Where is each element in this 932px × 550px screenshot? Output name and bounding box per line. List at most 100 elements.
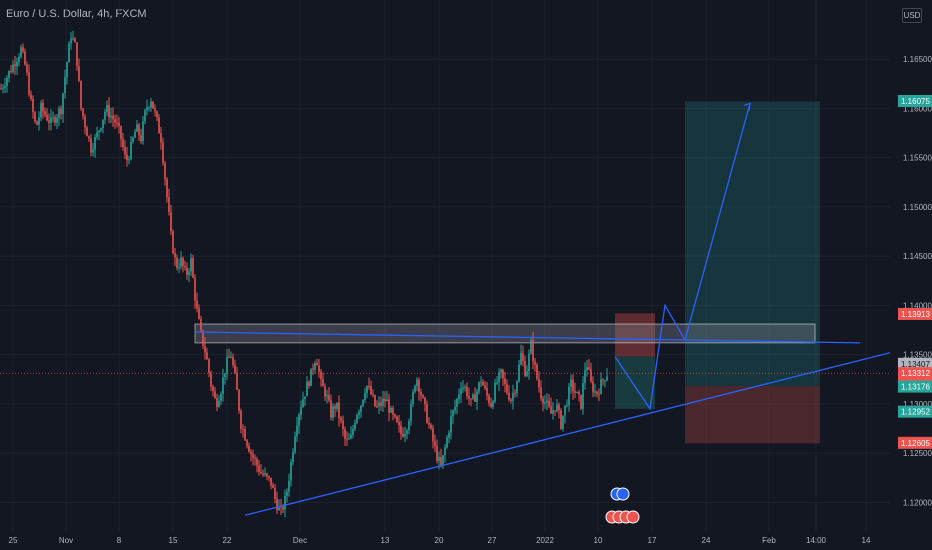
candle-body <box>222 377 224 395</box>
candle-body <box>522 352 524 362</box>
candle-body <box>26 64 28 73</box>
candle-body <box>398 422 400 426</box>
candle-body <box>434 441 436 447</box>
candle-body <box>18 56 20 62</box>
candle-body <box>190 258 192 272</box>
candle-body <box>20 47 22 57</box>
candle-body <box>108 105 110 118</box>
candle-body <box>2 87 4 89</box>
candle-body <box>338 402 340 418</box>
candle-body <box>266 473 268 477</box>
candle-body <box>336 402 338 409</box>
candle-body <box>34 112 36 122</box>
candle-body <box>596 391 598 394</box>
candle-body <box>542 398 544 404</box>
candle-body <box>454 406 456 411</box>
candle-body <box>316 363 318 366</box>
candle-body <box>142 121 144 142</box>
candle-body <box>242 428 244 430</box>
candle-body <box>22 47 24 52</box>
candle-body <box>184 265 186 268</box>
candle-body <box>14 64 16 67</box>
candle-body <box>30 94 32 99</box>
candle-body <box>274 487 276 499</box>
candle-body <box>410 404 412 422</box>
candle-body <box>534 361 536 365</box>
candle-body <box>498 372 500 383</box>
candle-body <box>360 405 362 412</box>
candle-body <box>604 380 606 382</box>
candle-body <box>120 126 122 139</box>
candle-body <box>92 149 94 153</box>
candle-body <box>160 133 162 143</box>
candle-body <box>262 473 264 475</box>
candle-body <box>330 400 332 418</box>
candle-body <box>214 391 216 399</box>
candle-body <box>208 359 210 373</box>
candle-body <box>318 365 320 372</box>
resistance-line <box>194 331 861 344</box>
candle-body <box>570 379 572 387</box>
candle-body <box>66 62 68 78</box>
candle-body <box>50 117 52 123</box>
candle-body <box>366 386 368 393</box>
candle-body <box>536 364 538 379</box>
candle-body <box>368 386 370 388</box>
small-stop-zone <box>615 313 655 357</box>
candle-body <box>356 414 358 423</box>
x-tick-label: 15 <box>169 536 178 545</box>
candle-body <box>82 108 84 117</box>
candle-body <box>248 445 250 452</box>
x-tick-label: Feb <box>762 536 776 545</box>
candle-body <box>344 429 346 439</box>
candle-body <box>380 402 382 406</box>
candle-body <box>564 405 566 416</box>
candle-body <box>290 461 292 481</box>
candle-body <box>192 258 194 278</box>
candle-body <box>32 98 34 113</box>
candle-body <box>500 369 502 373</box>
candle-body <box>424 397 426 405</box>
candle-body <box>374 395 376 407</box>
candle-body <box>118 122 120 127</box>
candle-body <box>474 394 476 402</box>
currency-badge[interactable]: USD <box>902 8 922 23</box>
candle-body <box>256 459 258 466</box>
x-tick-label: 2022 <box>536 536 554 545</box>
candle-body <box>216 398 218 407</box>
candle-body <box>122 138 124 148</box>
price-label-bg <box>898 405 932 418</box>
x-tick-label: 10 <box>594 536 603 545</box>
candle-body <box>428 422 430 425</box>
stop-zone <box>685 386 820 444</box>
candle-body <box>4 85 6 88</box>
candle-body <box>86 127 88 137</box>
candle-body <box>582 382 584 409</box>
candle-body <box>138 124 140 136</box>
candle-body <box>562 415 564 429</box>
y-tick-label: 1.14500 <box>903 252 932 261</box>
candle-body <box>102 119 104 129</box>
candle-body <box>548 400 550 407</box>
candle-body <box>386 399 388 402</box>
candle-body <box>146 107 148 111</box>
candle-body <box>406 430 408 434</box>
y-tick-label: 1.13000 <box>903 400 932 409</box>
candle-body <box>508 392 510 400</box>
candle-body <box>28 72 30 95</box>
event-flag-icon <box>616 487 630 501</box>
candle-body <box>524 361 526 377</box>
x-tick-label: 8 <box>117 536 122 545</box>
candle-body <box>250 451 252 455</box>
candle-body <box>116 122 118 124</box>
candle-body <box>126 154 128 161</box>
candle-body <box>460 388 462 395</box>
candle-body <box>312 368 314 370</box>
candle-body <box>12 64 14 73</box>
candle-body <box>602 379 604 381</box>
candle-body <box>322 378 324 387</box>
x-tick-label: 20 <box>435 536 444 545</box>
candle-body <box>442 455 444 466</box>
x-tick-label: Dec <box>293 536 307 545</box>
